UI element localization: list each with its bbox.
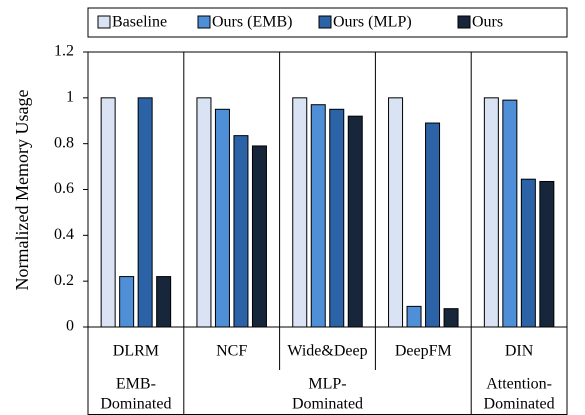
bar [196,97,212,328]
y-axis-label: Normalized Memory Usage [12,90,32,291]
bar [406,305,422,328]
group-label: Attention- [486,376,552,393]
bar [539,180,555,328]
x-tick-label: Wide&Deep [287,343,367,360]
bar [443,308,459,328]
bar [251,145,267,328]
legend-label: Ours [472,14,503,31]
legend-box [87,7,568,38]
bar [156,276,172,328]
y-tick-label: 0.6 [54,180,74,197]
bar [214,108,230,328]
bar [329,108,345,328]
bar [310,104,326,328]
x-tick-label: DIN [505,343,534,360]
legend-label: Ours (EMB) [212,14,292,31]
bar [425,122,441,328]
y-tick-label: 0.2 [54,272,74,289]
legend-label: Ours (MLP) [333,14,412,31]
x-tick-label: DeepFM [395,343,452,360]
group-label: Dominated [100,396,171,413]
bar [233,135,249,328]
bar [483,97,499,328]
legend-swatch [197,15,211,29]
y-tick-label: 0.4 [54,226,74,243]
group-label: EMB- [116,376,156,393]
bar [347,115,363,328]
bar [119,276,135,328]
legend-swatch [318,15,332,29]
legend-swatch [97,15,111,29]
x-tick-label: NCF [216,343,247,360]
y-tick-label: 1 [66,89,74,106]
y-tick-label: 1.2 [54,43,74,60]
x-tick-label: DLRM [113,343,159,360]
bar [502,99,518,328]
bar [520,178,536,328]
group-label: MLP- [308,376,346,393]
plot-frame [87,51,568,328]
group-label: Dominated [292,396,363,413]
y-tick-label: 0 [66,318,74,335]
legend-label: Baseline [112,14,167,31]
bar [388,97,404,328]
bar [292,97,308,328]
bar [100,97,116,328]
bar [137,97,153,328]
y-tick-label: 0.8 [54,134,74,151]
group-label: Dominated [484,396,555,413]
legend-swatch [457,15,471,29]
